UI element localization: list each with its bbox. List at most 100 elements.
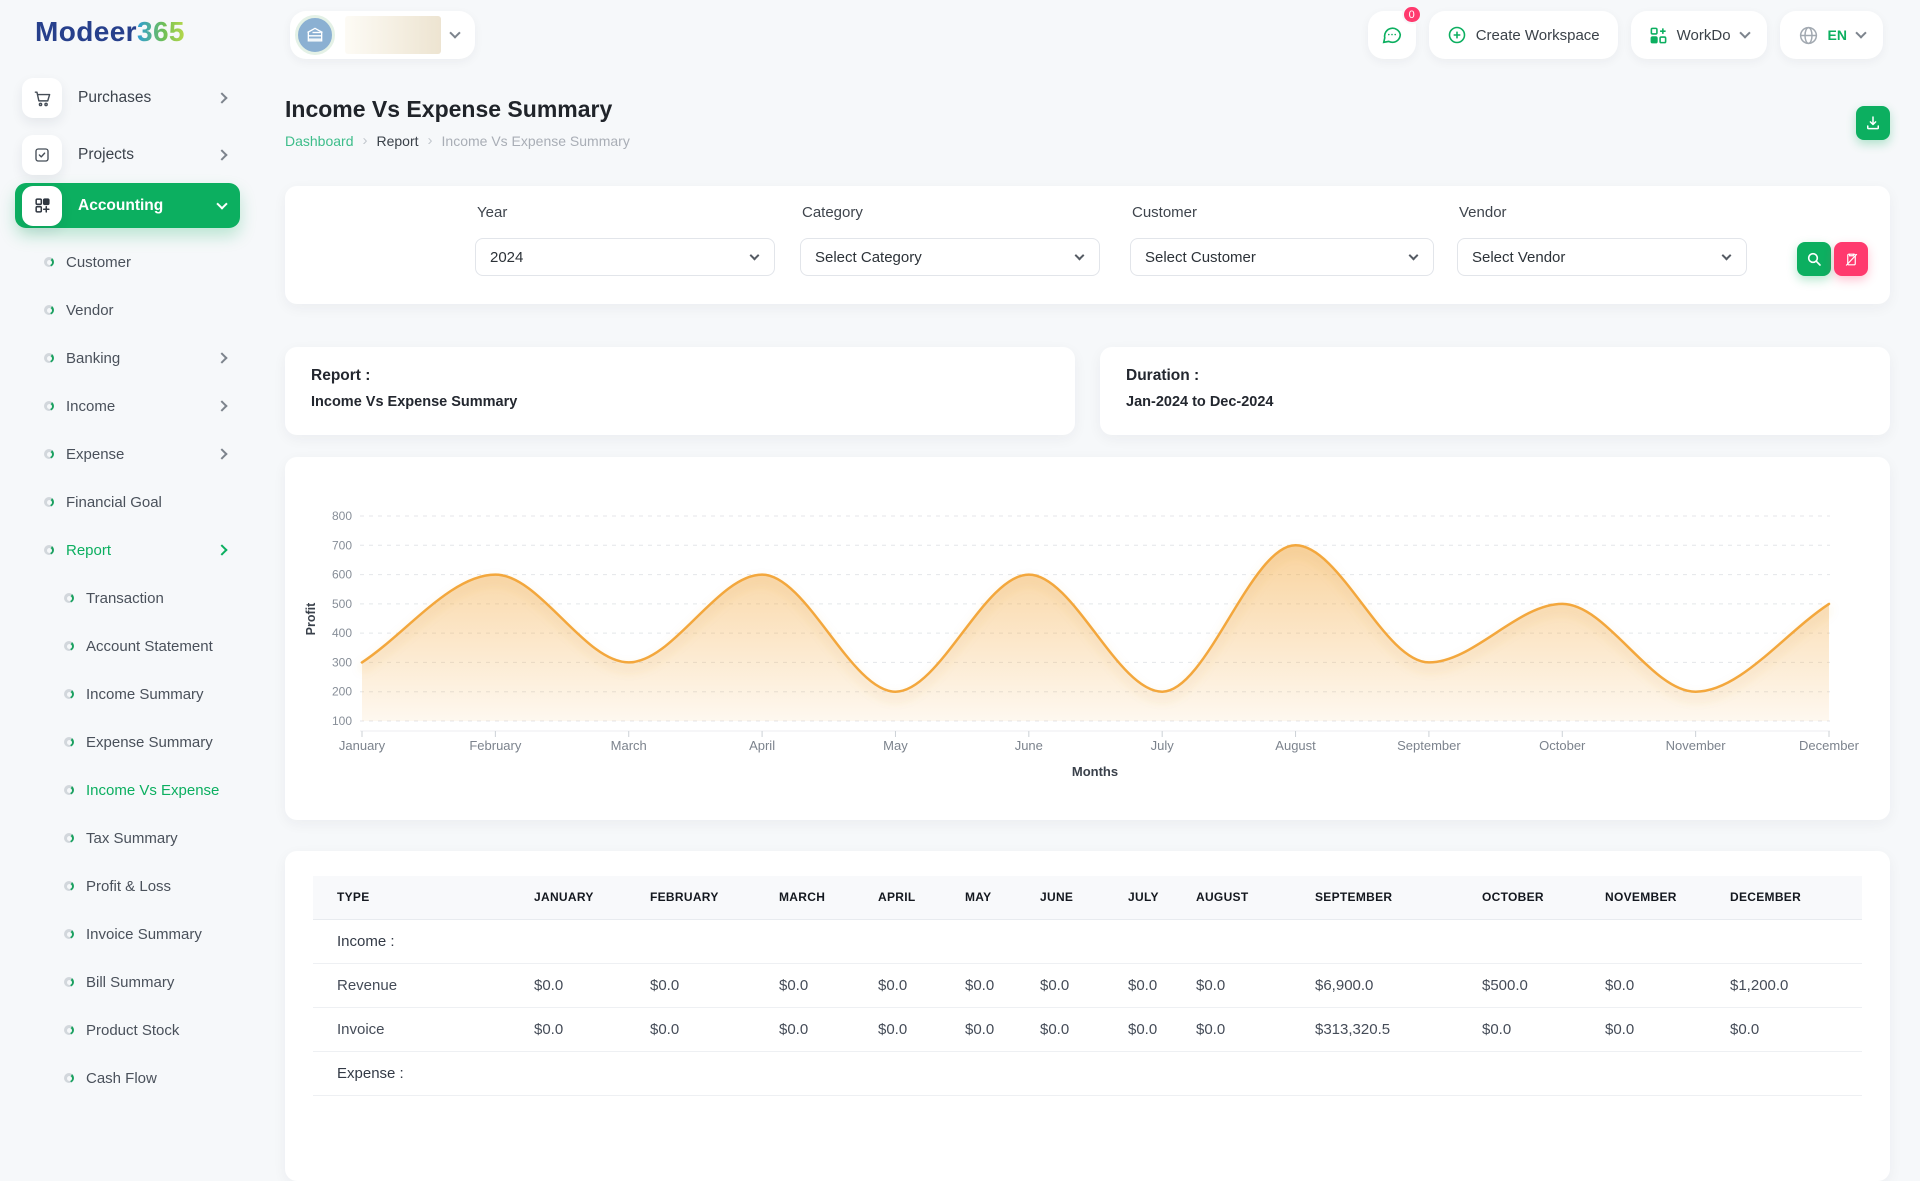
cell-value: $0.0 bbox=[965, 976, 995, 994]
filter-label: Year bbox=[477, 204, 508, 221]
sidebar-item-label: Vendor bbox=[66, 301, 114, 319]
sidebar-item-expense-summary[interactable]: Expense Summary bbox=[15, 718, 240, 766]
bullet-icon bbox=[44, 401, 54, 411]
x-tick-label: May bbox=[883, 738, 908, 753]
x-tick-label: July bbox=[1151, 738, 1175, 753]
topbar-actions: 0 Create Workspace WorkDo EN bbox=[1367, 5, 1883, 59]
sidebar-item-label: Bill Summary bbox=[86, 973, 175, 991]
filter-label: Customer bbox=[1132, 204, 1198, 221]
cell-value: $0.0 bbox=[1196, 1020, 1226, 1038]
sidebar-item-label: Financial Goal bbox=[66, 493, 162, 511]
chevron-right-icon bbox=[216, 92, 228, 104]
bullet-icon bbox=[44, 545, 54, 555]
breadcrumb-dashboard[interactable]: Dashboard bbox=[285, 132, 354, 149]
sidebar-item-profit-loss[interactable]: Profit & Loss bbox=[15, 862, 240, 910]
cell-value: $0.0 bbox=[779, 1020, 809, 1038]
reset-filter-button[interactable] bbox=[1834, 242, 1868, 276]
cell-value: $0.0 bbox=[1128, 976, 1158, 994]
column-header-december: DECEMBER bbox=[1730, 876, 1862, 920]
cell-value: $1,200.0 bbox=[1730, 976, 1789, 994]
brand-name: Modeer bbox=[35, 16, 137, 47]
income-expense-table-card: TYPE JANUARY FEBRUARY MARCH APRIL MAY JUNE JULY… bbox=[285, 851, 1890, 1181]
column-header-august: AUGUST bbox=[1196, 876, 1315, 920]
sidebar-item-bill-summary[interactable]: Bill Summary bbox=[15, 958, 240, 1006]
sidebar-item-cash-flow[interactable]: Cash Flow bbox=[15, 1054, 240, 1102]
bullet-icon bbox=[44, 449, 54, 459]
sidebar-item-report[interactable]: Report bbox=[15, 526, 240, 574]
sidebar-item-transaction[interactable]: Transaction bbox=[15, 574, 240, 622]
cell-value: $0.0 bbox=[1040, 1020, 1070, 1038]
sidebar-item-product-stock[interactable]: Product Stock bbox=[15, 1006, 240, 1054]
column-header-may: MAY bbox=[965, 876, 1040, 920]
bullet-icon bbox=[64, 689, 74, 699]
sidebar-item-projects[interactable]: Projects bbox=[15, 132, 240, 178]
sidebar-item-label: Tax Summary bbox=[86, 829, 178, 847]
workdo-menu-button[interactable]: WorkDo bbox=[1630, 11, 1767, 59]
section-label: Expense : bbox=[337, 1064, 404, 1082]
sidebar-item-label: Income bbox=[66, 397, 116, 415]
sidebar-item-vendor[interactable]: Vendor bbox=[15, 286, 240, 334]
sidebar-item-expense[interactable]: Expense bbox=[15, 430, 240, 478]
bullet-icon bbox=[44, 497, 54, 507]
sidebar-item-invoice-summary[interactable]: Invoice Summary bbox=[15, 910, 240, 958]
cell-value: $6,900.0 bbox=[1315, 976, 1374, 994]
profit-area-chart: 100 200 300 400 500 600 700 800 January February M… bbox=[304, 509, 1860, 779]
create-workspace-label: Create Workspace bbox=[1475, 26, 1600, 44]
cell-value: $500.0 bbox=[1482, 976, 1528, 994]
bullet-icon bbox=[44, 257, 54, 267]
sidebar: Modeer365 Purchases Projects Accounting Cus… bbox=[0, 0, 260, 1087]
cell-value: $0.0 bbox=[1482, 1020, 1512, 1038]
income-expense-table: TYPE JANUARY FEBRUARY MARCH APRIL MAY JUNE JULY… bbox=[313, 876, 1862, 1096]
cell-value: $0.0 bbox=[878, 1020, 908, 1038]
category-select[interactable]: Select Category bbox=[800, 238, 1100, 276]
brand-logo[interactable]: Modeer365 bbox=[35, 16, 185, 48]
sidebar-item-income-summary[interactable]: Income Summary bbox=[15, 670, 240, 718]
y-tick-label: 200 bbox=[332, 685, 352, 699]
breadcrumb: Dashboard Report Income Vs Expense Summa… bbox=[285, 132, 630, 149]
chevron-down-icon bbox=[216, 197, 228, 210]
download-button[interactable] bbox=[1856, 106, 1890, 140]
bullet-icon bbox=[44, 305, 54, 315]
breadcrumb-current: Income Vs Expense Summary bbox=[441, 132, 630, 149]
create-workspace-button[interactable]: Create Workspace bbox=[1428, 11, 1618, 59]
x-tick-label: September bbox=[1397, 738, 1461, 753]
sidebar-item-income[interactable]: Income bbox=[15, 382, 240, 430]
sidebar-item-financial-goal[interactable]: Financial Goal bbox=[15, 478, 240, 526]
sidebar-item-accounting[interactable]: Accounting bbox=[15, 183, 240, 228]
sidebar-item-income-vs-expense[interactable]: Income Vs Expense bbox=[15, 766, 240, 814]
column-header-october: OCTOBER bbox=[1482, 876, 1605, 920]
year-select[interactable]: 2024 bbox=[475, 238, 775, 276]
chevron-down-icon bbox=[449, 27, 461, 39]
cell-value: $0.0 bbox=[878, 976, 908, 994]
sidebar-item-banking[interactable]: Banking bbox=[15, 334, 240, 382]
workspace-selector[interactable] bbox=[290, 11, 475, 59]
cell-value: $0.0 bbox=[1128, 1020, 1158, 1038]
column-header-april: APRIL bbox=[878, 876, 965, 920]
chat-badge: 0 bbox=[1401, 5, 1422, 24]
workspace-logo bbox=[345, 16, 441, 54]
customer-select[interactable]: Select Customer bbox=[1130, 238, 1434, 276]
apply-filter-button[interactable] bbox=[1797, 242, 1831, 276]
report-summary-card: Report : Income Vs Expense Summary bbox=[285, 347, 1075, 435]
x-tick-label: February bbox=[469, 738, 522, 753]
language-selector[interactable]: EN bbox=[1779, 11, 1883, 59]
sidebar-item-tax-summary[interactable]: Tax Summary bbox=[15, 814, 240, 862]
filter-field-vendor: Vendor Select Vendor bbox=[1457, 186, 1747, 304]
breadcrumb-report[interactable]: Report bbox=[376, 132, 419, 149]
sidebar-item-customer[interactable]: Customer bbox=[15, 238, 240, 286]
grid-plus-icon bbox=[22, 185, 62, 226]
section-label: Income : bbox=[337, 932, 395, 950]
messages-button[interactable]: 0 bbox=[1367, 5, 1422, 59]
cell-value: $0.0 bbox=[1040, 976, 1070, 994]
select-value: Select Customer bbox=[1145, 248, 1256, 266]
chevron-down-icon bbox=[1408, 250, 1419, 260]
chevron-right-icon bbox=[216, 149, 228, 161]
sidebar-item-account-statement[interactable]: Account Statement bbox=[15, 622, 240, 670]
vendor-select[interactable]: Select Vendor bbox=[1457, 238, 1747, 276]
sidebar-nav: Purchases Projects Accounting Customer Vendo… bbox=[0, 75, 260, 1102]
sidebar-item-purchases[interactable]: Purchases bbox=[15, 75, 240, 121]
check-square-icon bbox=[22, 135, 62, 175]
sidebar-item-label: Transaction bbox=[86, 589, 164, 607]
plus-circle-icon bbox=[1448, 26, 1465, 44]
profit-chart-card: 100 200 300 400 500 600 700 800 January February M… bbox=[285, 457, 1890, 820]
